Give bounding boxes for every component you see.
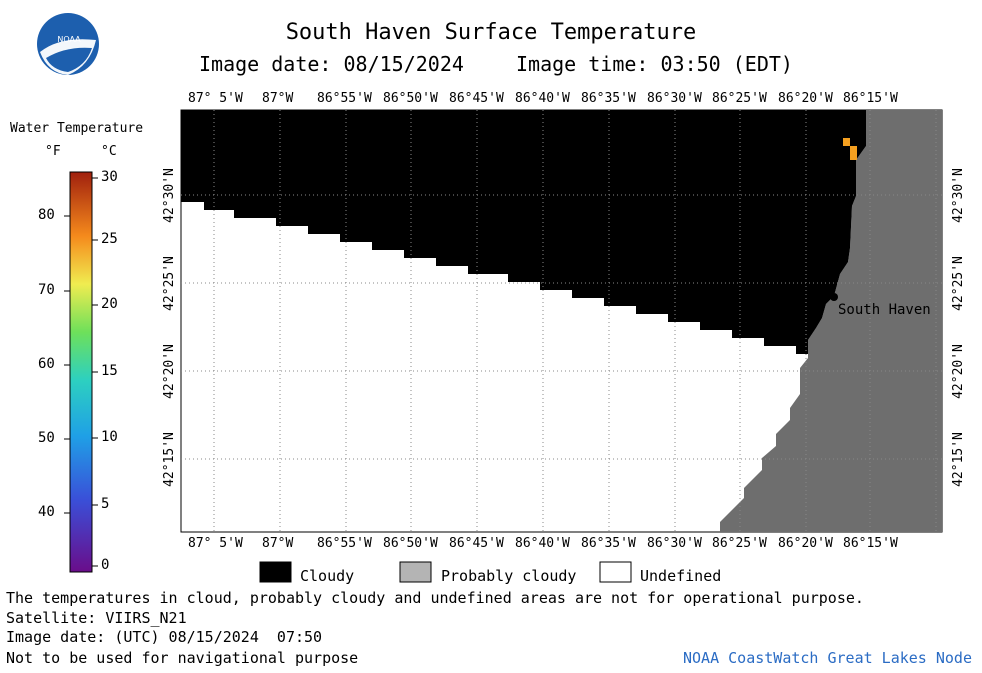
lon-label-bottom: 86°50'W: [383, 536, 438, 551]
lon-label-top: 87°W: [262, 91, 294, 106]
lon-label-bottom: 87°W: [262, 536, 294, 551]
legend-label-probably-cloudy: Probably cloudy: [441, 567, 577, 585]
credit-text: NOAA CoastWatch Great Lakes Node: [683, 649, 972, 667]
image-time: Image time: 03:50 (EDT): [516, 52, 793, 76]
lon-label-top: 86°55'W: [317, 91, 372, 106]
lon-label-bottom: 86°55'W: [317, 536, 372, 551]
lon-label-bottom: 86°30'W: [647, 536, 702, 551]
colorbar: [69, 171, 93, 573]
satellite-text: Satellite: VIIRS_N21: [6, 609, 187, 627]
tick-c-0: 0: [101, 557, 110, 573]
lat-label-left: 42°30'N: [161, 168, 177, 223]
lon-label-top: 87° 5'W: [188, 91, 243, 106]
tick-c-20: 20: [101, 296, 118, 312]
lat-label-left: 42°25'N: [161, 256, 177, 311]
tick-c-10: 10: [101, 429, 118, 445]
tick-c-15: 15: [101, 363, 118, 379]
lon-label-top: 86°35'W: [581, 91, 636, 106]
lon-label-bottom: 86°15'W: [843, 536, 898, 551]
tick-c-30: 30: [101, 169, 118, 185]
lon-label-top: 86°25'W: [712, 91, 767, 106]
noaa-logo-text: NOAA: [57, 35, 81, 44]
lat-label-left: 42°20'N: [161, 344, 177, 399]
lon-label-top: 86°30'W: [647, 91, 702, 106]
lon-label-top: 86°50'W: [383, 91, 438, 106]
noaa-logo: [37, 13, 99, 75]
colorbar-title: Water Temperature: [10, 121, 144, 136]
disclaimer-text: The temperatures in cloud, probably clou…: [6, 589, 864, 607]
tick-f-60: 60: [38, 356, 55, 372]
lon-label-bottom: 86°35'W: [581, 536, 636, 551]
legend-swatch-probably-cloudy: [399, 561, 432, 583]
lon-label-bottom: 86°20'W: [778, 536, 833, 551]
lon-label-top: 86°15'W: [843, 91, 898, 106]
legend-swatch-undefined: [599, 561, 632, 583]
legend-label-undefined: Undefined: [640, 567, 722, 585]
unit-fahrenheit: °F: [45, 144, 61, 159]
land-area: [720, 110, 942, 532]
lon-label-bottom: 86°45'W: [449, 536, 504, 551]
graticule: [181, 110, 942, 532]
south-haven-marker: [830, 293, 838, 301]
nav-warning-text: Not to be used for navigational purpose: [6, 649, 359, 667]
tick-f-50: 50: [38, 430, 55, 446]
lat-label-right: 42°15'N: [950, 432, 966, 487]
warm-pixels: [843, 138, 857, 160]
lat-label-left: 42°15'N: [161, 432, 177, 487]
lon-label-top: 86°40'W: [515, 91, 570, 106]
colorbar-ticks: [64, 177, 98, 567]
legend-label-cloudy: Cloudy: [300, 567, 355, 585]
tick-c-25: 25: [101, 231, 118, 247]
lon-label-top: 86°45'W: [449, 91, 504, 106]
lon-label-top: 86°20'W: [778, 91, 833, 106]
tick-f-80: 80: [38, 207, 55, 223]
lat-label-right: 42°20'N: [950, 344, 966, 399]
image-date: Image date: 08/15/2024: [199, 52, 464, 76]
lat-label-right: 42°25'N: [950, 256, 966, 311]
place-label-south-haven: South Haven: [838, 302, 931, 318]
tick-f-40: 40: [38, 504, 55, 520]
legend-swatch-cloudy: [259, 561, 292, 583]
unit-celsius: °C: [101, 144, 117, 159]
lon-label-bottom: 87° 5'W: [188, 536, 243, 551]
tick-f-70: 70: [38, 282, 55, 298]
lon-label-bottom: 86°40'W: [515, 536, 570, 551]
lon-label-bottom: 86°25'W: [712, 536, 767, 551]
lat-label-right: 42°30'N: [950, 168, 966, 223]
page-title: South Haven Surface Temperature: [285, 20, 697, 45]
cloud-area: [181, 110, 866, 354]
utc-date-text: Image date: (UTC) 08/15/2024 07:50: [6, 628, 323, 646]
tick-c-5: 5: [101, 496, 110, 512]
